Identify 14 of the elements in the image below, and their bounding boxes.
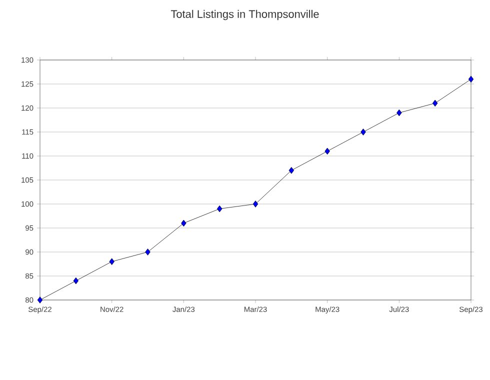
- point: [216, 205, 222, 212]
- point: [288, 167, 294, 174]
- point: [396, 109, 402, 116]
- point: [109, 258, 114, 265]
- point: [181, 220, 186, 227]
- point: [432, 100, 438, 107]
- point: [252, 200, 258, 208]
- point: [145, 248, 150, 256]
- point: [360, 128, 366, 136]
- point: [324, 148, 330, 155]
- chart-title: Total Listings in Thompsonville: [170, 10, 319, 20]
- point: [468, 76, 474, 83]
- point: [73, 277, 79, 284]
- point: [37, 296, 43, 304]
